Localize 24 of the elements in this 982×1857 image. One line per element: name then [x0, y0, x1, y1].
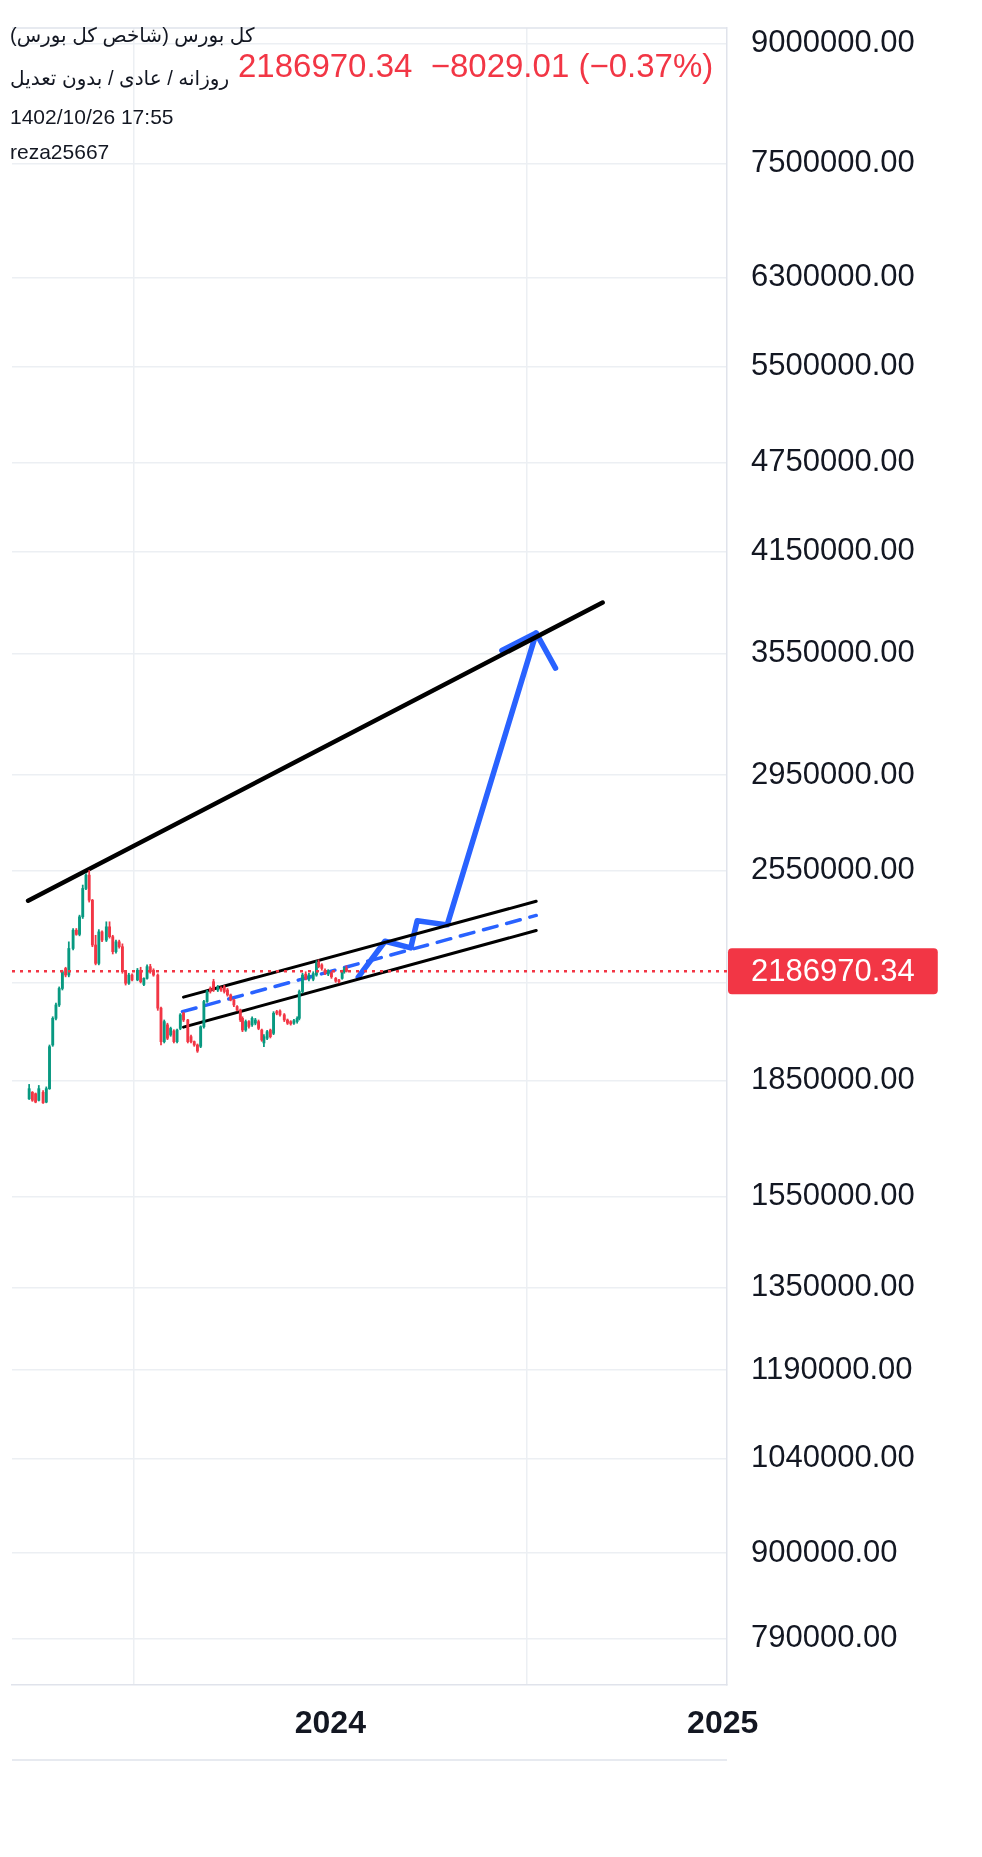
y-tick-label: 790000.00 — [751, 1619, 898, 1655]
y-tick-label: 3550000.00 — [751, 634, 915, 670]
y-tick-label: 1190000.00 — [751, 1350, 913, 1386]
x-tick-label: 2025 — [687, 1704, 759, 1741]
y-tick-label: 1550000.00 — [751, 1177, 915, 1213]
y-tick-label: 900000.00 — [751, 1533, 898, 1569]
y-tick-label: 9000000.00 — [751, 24, 915, 60]
annotation: 2186970.34 −8029.01 (−0.37%) — [238, 47, 714, 85]
y-tick-label: 2550000.00 — [751, 851, 915, 887]
ref-line-label: 2186970.34 — [751, 952, 915, 988]
text: روزانه / عادی / بدون تعدیل — [10, 67, 230, 90]
y-tick-label: 1040000.00 — [751, 1438, 915, 1474]
y-tick-label: 2950000.00 — [751, 755, 915, 791]
y-tick-label: 1350000.00 — [751, 1267, 915, 1303]
y-tick-label: 5500000.00 — [751, 347, 915, 383]
y-tick-label: 4750000.00 — [751, 443, 915, 479]
chart-title: کل بورس (شاخص کل بورس) — [10, 24, 255, 47]
y-tick-label: 4150000.00 — [751, 531, 915, 567]
x-tick-label: 2024 — [294, 1704, 367, 1741]
y-tick-label: 6300000.00 — [751, 258, 915, 294]
annotation: 1402/10/26 17:55 — [10, 105, 174, 130]
y-tick-label: 1850000.00 — [751, 1061, 915, 1097]
annotation: reza25667 — [10, 140, 110, 165]
y-tick-label: 7500000.00 — [751, 143, 915, 179]
